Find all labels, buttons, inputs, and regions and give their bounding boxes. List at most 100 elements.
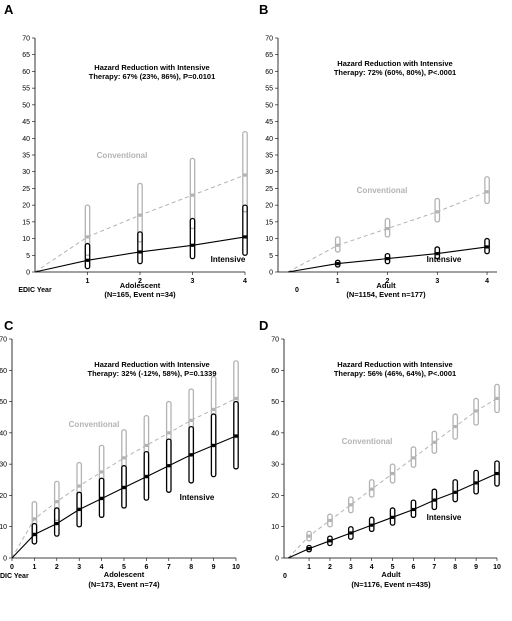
data-point [212, 407, 216, 411]
ci-bar [53, 507, 60, 537]
data-point [485, 245, 489, 249]
x-tick-label: 2 [386, 278, 390, 285]
y-tick-label: 55 [265, 86, 273, 93]
series-label: Intensive [427, 513, 462, 522]
y-tick-label: 10 [271, 524, 279, 531]
ci-bar [189, 217, 196, 260]
y-tick-label: 70 [271, 337, 279, 344]
series-conventional: Conventional [287, 383, 500, 559]
series-label: Conventional [342, 437, 393, 446]
y-tick-label: 60 [0, 368, 7, 375]
x-tick-label: 4 [100, 564, 104, 571]
data-point [32, 517, 36, 521]
ci-bar [389, 463, 396, 484]
ci-bar [121, 465, 127, 509]
x-tick-label: 3 [191, 278, 195, 285]
data-point [55, 500, 59, 504]
ci-bar [473, 397, 479, 426]
x-axis-start-label: 0 [283, 573, 287, 580]
x-tick-label: 2 [55, 564, 59, 571]
data-point [307, 534, 311, 538]
x-tick-label: 3 [435, 278, 439, 285]
x-tick-label: 0 [10, 564, 14, 571]
y-tick-label: 0 [269, 270, 273, 277]
hazard-annotation-line2: Therapy: 67% (23%, 86%), P=0.0101 [89, 72, 216, 81]
x-tick-label: 1 [336, 278, 340, 285]
data-point [85, 235, 90, 239]
data-point [349, 531, 353, 535]
data-point [453, 425, 457, 429]
x-tick-label: 8 [453, 564, 457, 571]
x-tick-label: 7 [167, 564, 171, 571]
series-conventional: Conventional [287, 176, 490, 273]
x-tick-label: 8 [189, 564, 193, 571]
ci-bar [233, 400, 239, 470]
y-tick-label: 10 [265, 236, 273, 243]
data-point [495, 396, 499, 401]
data-point [138, 213, 142, 217]
y-tick-label: 70 [0, 337, 7, 344]
data-point [212, 443, 216, 447]
ci-bar [143, 450, 150, 501]
y-tick-label: 50 [22, 102, 30, 109]
hazard-annotation-line2: Therapy: 72% (60%, 80%), P<.0001 [334, 68, 456, 77]
data-point [189, 418, 193, 422]
y-tick-label: 0 [275, 556, 279, 563]
series-label: Conventional [97, 151, 148, 160]
ci-bar [327, 513, 333, 528]
series-label: Intensive [211, 255, 246, 264]
data-point [144, 443, 148, 447]
data-point [390, 515, 395, 519]
panel-letter: C [4, 318, 14, 333]
ci-bar [334, 259, 341, 268]
y-tick-label: 30 [22, 169, 30, 176]
data-point [453, 490, 457, 494]
ci-bar [189, 157, 196, 230]
y-tick-label: 40 [265, 136, 273, 143]
data-point [243, 235, 247, 239]
y-tick-label: 25 [22, 186, 30, 193]
x-axis-label: Adult [381, 570, 401, 579]
ci-bar [334, 236, 341, 253]
y-tick-label: 60 [22, 69, 30, 76]
ci-bar [452, 413, 459, 440]
data-point [370, 487, 374, 491]
y-tick-label: 40 [0, 430, 7, 437]
y-tick-label: 20 [265, 203, 273, 210]
series-intensive: Intensive [34, 204, 248, 273]
data-point [77, 507, 81, 512]
y-tick-label: 55 [22, 86, 30, 93]
y-tick-label: 65 [22, 52, 30, 59]
data-point [122, 456, 126, 460]
x-tick-label: 6 [144, 564, 148, 571]
data-point [390, 471, 395, 476]
x-tick-label: 3 [77, 564, 81, 571]
y-tick-label: 25 [265, 186, 273, 193]
ci-bar [306, 544, 312, 553]
x-axis-label: Adult [376, 281, 396, 290]
x-axis-start-label: EDIC Year [18, 287, 52, 294]
x-tick-label: 2 [138, 278, 142, 285]
ci-bar [137, 231, 143, 265]
y-tick-label: 30 [271, 462, 279, 469]
data-point [432, 498, 436, 502]
ci-bar [76, 491, 83, 528]
ci-bar [53, 480, 60, 522]
ci-bar [347, 496, 354, 514]
y-tick-label: 70 [265, 36, 273, 43]
x-tick-label: 2 [328, 564, 332, 571]
data-point [411, 456, 416, 460]
y-tick-label: 10 [22, 236, 30, 243]
y-tick-label: 65 [265, 52, 273, 59]
y-tick-label: 20 [271, 493, 279, 500]
y-tick-label: 30 [265, 169, 273, 176]
y-tick-label: 20 [22, 203, 30, 210]
data-point [100, 470, 104, 474]
ci-bar [434, 197, 441, 223]
x-axis-start-label: EDIC Year [0, 573, 29, 580]
data-point [336, 262, 340, 266]
y-tick-label: 5 [269, 253, 273, 260]
data-point [349, 503, 353, 507]
data-point [234, 434, 238, 438]
ci-bar [494, 460, 500, 487]
